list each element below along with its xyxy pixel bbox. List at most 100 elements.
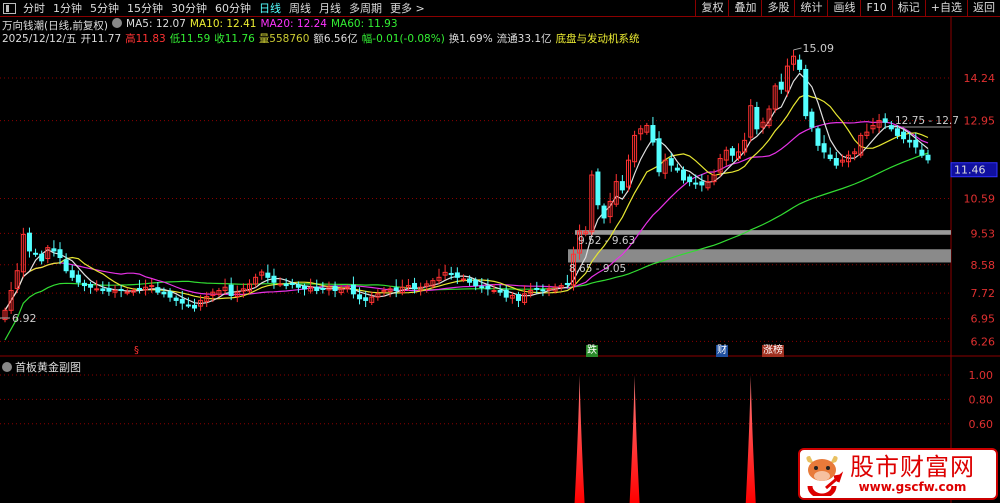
- candle-up: [760, 121, 766, 128]
- toolbar-button-5[interactable]: F10: [860, 0, 891, 17]
- dropdown-icon[interactable]: [112, 18, 123, 28]
- candle-down: [57, 249, 63, 259]
- sub-tick: 1.00: [969, 369, 994, 382]
- candle-up: [717, 158, 723, 173]
- candle-up: [613, 181, 619, 205]
- candle-up: [632, 134, 638, 163]
- candle-down: [693, 182, 699, 185]
- candle-down: [595, 171, 601, 206]
- current-price: 11.46: [954, 164, 986, 177]
- signal-spike: [629, 375, 640, 503]
- candle-down: [803, 68, 809, 117]
- tab-2[interactable]: 5分钟: [90, 2, 119, 15]
- ma10-label: MA10: 12.41: [189, 18, 257, 30]
- candle-up: [430, 280, 436, 287]
- tab-6[interactable]: 日线: [259, 2, 281, 15]
- price-band-1: [575, 230, 951, 235]
- event-marker-2[interactable]: 财: [716, 345, 728, 357]
- candle-up: [583, 231, 589, 235]
- candle-down: [69, 270, 75, 278]
- candle-up: [198, 299, 204, 307]
- candle-up: [399, 286, 405, 294]
- panel-toggle-icon[interactable]: [3, 2, 16, 14]
- tab-7[interactable]: 周线: [289, 2, 311, 15]
- candle-up: [858, 134, 864, 156]
- toolbar-button-4[interactable]: 画线: [827, 0, 860, 17]
- candle-down: [63, 259, 69, 272]
- candle-up: [210, 291, 216, 296]
- candle-up: [20, 233, 26, 273]
- candle-down: [265, 272, 271, 278]
- candle-up: [552, 286, 558, 292]
- candle-down: [289, 282, 295, 285]
- candle-up: [14, 270, 20, 289]
- watermark-logo: 股市财富网 www.gscfw.com: [798, 448, 998, 500]
- event-marker-3[interactable]: 涨榜: [762, 345, 784, 357]
- tab-1[interactable]: 1分钟: [53, 2, 82, 15]
- candle-down: [497, 290, 503, 293]
- toolbar-button-8[interactable]: 返回: [967, 0, 1000, 17]
- candle-up: [705, 181, 711, 189]
- candle-up: [876, 120, 882, 128]
- candle-up: [723, 149, 729, 161]
- candle-down: [454, 272, 460, 278]
- toolbar-button-3[interactable]: 统计: [794, 0, 827, 17]
- candle-down: [754, 106, 760, 130]
- right-buttons: 复权 叠加 多股 统计 画线 F10 标记 +自选 返回: [695, 0, 1000, 17]
- candle-up: [570, 253, 576, 286]
- toolbar-button-1[interactable]: 叠加: [728, 0, 761, 17]
- candle-up: [662, 159, 668, 174]
- price-tick: 6.26: [971, 335, 996, 348]
- dropdown-icon[interactable]: [2, 362, 12, 372]
- candle-down: [680, 169, 686, 181]
- tab-3[interactable]: 15分钟: [127, 2, 163, 15]
- candle-up: [748, 105, 754, 138]
- indicator-name: 底盘与发动机系统: [555, 33, 640, 45]
- candle-down: [485, 285, 491, 290]
- candle-down: [39, 253, 45, 262]
- candle-down: [271, 275, 277, 283]
- date: 2025/12/12/五: [2, 33, 77, 45]
- event-marker-0[interactable]: §: [134, 345, 139, 356]
- candle-down: [479, 286, 485, 289]
- amount: 额6.56亿: [313, 33, 358, 45]
- quote-line: 2025/12/12/五 开11.77 高11.83 低11.59 收11.76…: [2, 31, 640, 46]
- candle-up: [644, 125, 650, 133]
- tab-0[interactable]: 分时: [23, 2, 45, 15]
- candle-down: [619, 181, 625, 191]
- tab-10[interactable]: 更多 >: [390, 2, 425, 15]
- candle-up: [247, 283, 253, 292]
- ma5-line: [4, 72, 929, 311]
- band-2-label: 8.65 - 9.05: [569, 263, 626, 275]
- tab-5[interactable]: 60分钟: [215, 2, 251, 15]
- candle-down: [167, 291, 173, 298]
- candle-up: [711, 174, 717, 183]
- candle-down: [919, 149, 925, 156]
- low-label: 6.92: [12, 312, 37, 325]
- candle-up: [130, 290, 136, 293]
- candle-down: [473, 279, 479, 287]
- candle-down: [534, 287, 540, 290]
- ma10-line: [4, 94, 929, 311]
- candle-down: [106, 287, 112, 292]
- sub-chart-header: 首板黄金副图: [2, 359, 81, 375]
- candle-up: [326, 286, 332, 291]
- event-marker-1[interactable]: 跌: [586, 345, 598, 357]
- sub-tick: 0.60: [969, 418, 994, 431]
- candle-down: [88, 284, 94, 288]
- tab-4[interactable]: 30分钟: [171, 2, 207, 15]
- price-tick: 12.95: [964, 115, 996, 128]
- toolbar-button-7[interactable]: +自选: [924, 0, 967, 17]
- toolbar-button-2[interactable]: 多股: [761, 0, 794, 17]
- toolbar-button-0[interactable]: 复权: [695, 0, 728, 17]
- close: 收11.76: [214, 33, 255, 45]
- candle-down: [827, 154, 833, 160]
- open: 开11.77: [80, 33, 122, 45]
- candle-down: [283, 283, 289, 287]
- toolbar-button-6[interactable]: 标记: [891, 0, 925, 17]
- candle-down: [350, 284, 356, 295]
- candle-up: [772, 85, 778, 110]
- tab-8[interactable]: 月线: [319, 2, 341, 15]
- tab-9[interactable]: 多周期: [349, 2, 382, 15]
